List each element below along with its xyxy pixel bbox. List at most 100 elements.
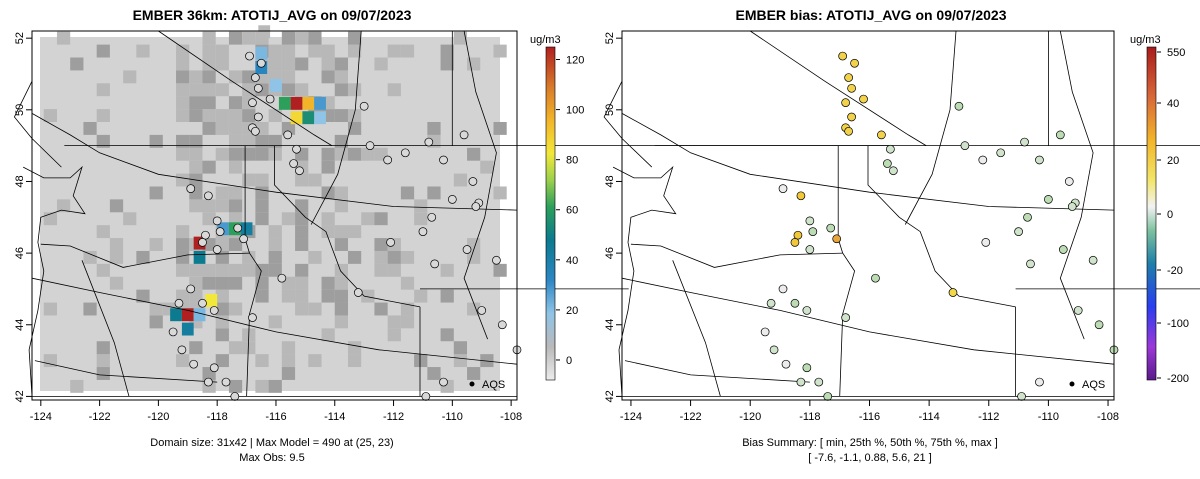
grid-cell — [109, 199, 124, 213]
model-site-marker — [204, 191, 213, 201]
model-site-marker — [359, 101, 369, 111]
grid-cell — [414, 212, 428, 226]
bias-footer-line2: [ -7.6, -1.1, 0.88, 5.6, 21 ] — [808, 452, 932, 464]
model-site-marker — [212, 216, 222, 226]
model-site-marker — [248, 313, 257, 322]
grid-cell — [215, 44, 229, 58]
model-site-marker — [251, 126, 260, 136]
grid-cell — [43, 354, 57, 368]
grid-cell — [136, 250, 150, 264]
bias-site-marker — [841, 313, 850, 322]
grid-cell — [308, 173, 322, 187]
grid-cell — [136, 289, 150, 303]
grid-cell — [387, 328, 401, 342]
grid-cell — [281, 289, 296, 303]
model-site-marker — [283, 130, 293, 140]
grid-cell — [176, 109, 190, 122]
grid-cell — [268, 263, 282, 277]
grid-cell — [334, 289, 348, 303]
boundary-line — [904, 30, 957, 225]
bias-basemap — [603, 30, 1200, 397]
colorbar-tick-label: 20 — [1167, 155, 1179, 167]
grid-cell — [149, 238, 163, 251]
grid-cell — [255, 134, 269, 148]
bias-colorbar-ticks: 550 40 20 0 -20 -100 -200 — [1157, 47, 1189, 385]
model-site-marker — [477, 306, 487, 315]
grid-cell — [347, 109, 362, 122]
grid-cell — [374, 302, 388, 316]
grid-cell — [281, 341, 296, 355]
grid-cell — [268, 109, 282, 122]
grid-cell — [123, 212, 137, 226]
grid-cell — [255, 289, 269, 303]
x-tick-label: -110 — [442, 411, 463, 423]
bias-site-marker — [877, 130, 886, 140]
bias-site-marker — [1035, 155, 1044, 165]
bias-site-marker — [796, 377, 806, 387]
model-site-marker — [209, 363, 219, 373]
model-y-axis: 42 44 46 48 50 52 — [14, 32, 32, 403]
bias-y-axis: 42 44 46 48 50 52 — [604, 32, 622, 403]
grid-cell — [295, 238, 309, 251]
model-panel: EMBER 36km: ATOTIJ_AVG on 09/07/2023 -12… — [13, 7, 894, 464]
bias-site-marker — [769, 345, 779, 355]
grid-cell — [374, 212, 388, 226]
boundary-line — [672, 260, 721, 397]
x-tick-label: -120 — [739, 411, 761, 423]
model-value-cell — [255, 46, 268, 60]
model-site-marker — [383, 155, 393, 165]
bias-site-marker — [981, 238, 991, 247]
grid-cell — [334, 134, 348, 148]
boundary-line — [158, 30, 333, 146]
grid-cell — [228, 109, 243, 122]
grid-cell — [361, 212, 375, 226]
grid-cell — [96, 134, 110, 148]
grid-cell — [215, 147, 229, 161]
colorbar-tick-label: 120 — [566, 55, 584, 67]
grid-cell — [215, 328, 229, 342]
x-tick-label: -122 — [680, 411, 702, 423]
grid-cell — [493, 263, 507, 277]
grid-cell — [242, 134, 256, 148]
grid-cell — [480, 354, 494, 368]
y-tick-label: 50 — [14, 104, 26, 116]
grid-cell — [440, 44, 454, 58]
grid-cell — [189, 96, 203, 110]
bias-site-marker — [805, 245, 815, 254]
model-footer-line2: Max Obs: 9.5 — [239, 452, 304, 464]
grid-cell — [189, 70, 203, 84]
grid-cell — [96, 367, 110, 380]
model-site-marker — [295, 166, 304, 176]
grid-cell — [453, 354, 468, 368]
grid-cell — [334, 57, 348, 71]
bias-site-marker — [796, 191, 806, 201]
grid-cell — [440, 263, 454, 277]
grid-cell — [295, 31, 309, 45]
model-site-marker — [256, 58, 266, 68]
grid-cell — [215, 289, 229, 303]
model-colorbar — [545, 46, 556, 381]
model-site-marker — [230, 392, 240, 401]
grid-cell — [400, 302, 415, 316]
grid-cell — [176, 250, 190, 264]
grid-cell — [228, 379, 243, 393]
model-site-marker — [353, 288, 363, 297]
model-site-marker — [459, 130, 469, 140]
model-site-marker — [421, 392, 431, 401]
model-site-marker — [186, 184, 196, 193]
grid-cell — [361, 147, 375, 161]
grid-cell — [176, 83, 190, 97]
grid-cell — [295, 276, 309, 290]
model-site-marker — [492, 255, 501, 265]
grid-cell — [228, 186, 243, 200]
boundary-line — [624, 360, 810, 383]
grid-cell — [228, 238, 243, 251]
bias-site-marker — [832, 234, 842, 244]
model-site-marker — [251, 73, 260, 82]
bias-site-marker — [802, 306, 812, 315]
grid-cell — [83, 121, 97, 135]
grid-cell — [334, 147, 348, 161]
grid-cell — [228, 147, 243, 161]
boundary-line — [749, 30, 927, 146]
colorbar-tick-label: -100 — [1167, 318, 1189, 330]
